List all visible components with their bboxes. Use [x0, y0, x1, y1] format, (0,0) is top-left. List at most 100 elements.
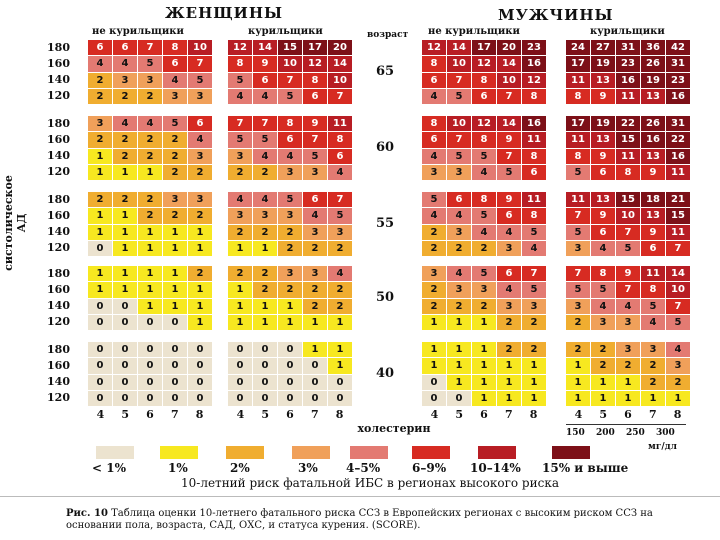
- risk-cell: 9: [253, 56, 277, 72]
- risk-cell: 7: [447, 72, 471, 88]
- risk-cell: 4: [328, 164, 352, 180]
- mgdl-tick: 200: [596, 428, 615, 438]
- risk-cell: 1: [113, 208, 137, 224]
- risk-cell: 0: [113, 298, 137, 314]
- risk-cell: 18: [641, 192, 665, 208]
- cholesterol-tick: 6: [146, 408, 154, 421]
- risk-cell: 7: [566, 266, 590, 282]
- legend-swatch: [96, 446, 134, 459]
- mgdl-tick: 150: [566, 428, 585, 438]
- risk-cell: 0: [278, 342, 302, 358]
- risk-cell: 4: [522, 240, 546, 256]
- risk-cell: 8: [522, 208, 546, 224]
- mgdl-axis-line: [566, 424, 686, 425]
- risk-cell: 16: [616, 72, 640, 88]
- risk-cell: 7: [616, 282, 640, 298]
- legend-label: < 1%: [92, 461, 126, 475]
- risk-cell: 2: [522, 314, 546, 330]
- risk-cell: 3: [303, 164, 327, 180]
- risk-cell: 1: [278, 314, 302, 330]
- age-label-60: 60: [375, 140, 395, 155]
- risk-cell: 0: [278, 358, 302, 374]
- risk-cell: 9: [591, 148, 615, 164]
- sbp-axis-label: систолическое АД: [2, 175, 28, 271]
- risk-cell: 6: [188, 116, 212, 132]
- risk-cell: 1: [641, 390, 665, 406]
- sbp-row-label: 160: [47, 209, 70, 222]
- risk-cell: 6: [163, 56, 187, 72]
- risk-cell: 17: [566, 56, 590, 72]
- risk-cell: 4: [88, 56, 112, 72]
- risk-cell: 1: [253, 314, 277, 330]
- risk-cell: 2: [138, 88, 162, 104]
- risk-cell: 9: [497, 132, 521, 148]
- risk-cell: 0: [113, 374, 137, 390]
- risk-cell: 0: [113, 358, 137, 374]
- risk-cell: 5: [522, 224, 546, 240]
- cholesterol-tick: 6: [480, 408, 488, 421]
- men-nonsmoker-block-65: 12 14 17 20 23 8 10 12 14 16 6 7 8 10 12 4 5 6 7 8: [422, 40, 546, 104]
- men-smoker-block-55: 11 13 15 18 21 7 9 10 13 15 5 6 7 9 11 3 4 5 6 7: [566, 192, 690, 256]
- risk-cell: 2: [163, 164, 187, 180]
- risk-cell: 14: [497, 116, 521, 132]
- mgdl-tick: 250: [626, 428, 645, 438]
- risk-cell: 1: [228, 314, 252, 330]
- sbp-row-label: 120: [47, 165, 70, 178]
- risk-cell: 11: [666, 164, 690, 180]
- risk-cell: 3: [228, 148, 252, 164]
- risk-cell: 6: [113, 40, 137, 56]
- risk-cell: 7: [566, 208, 590, 224]
- risk-cell: 4: [113, 116, 137, 132]
- risk-cell: 0: [88, 240, 112, 256]
- risk-cell: 11: [666, 224, 690, 240]
- women-nonsmoker-block-65: 6 6 7 8 10 4 4 5 6 7 2 3 3 4 5 2 2 2 3 3: [88, 40, 212, 104]
- legend-label: 15% и выше: [542, 461, 629, 475]
- risk-cell: 2: [641, 374, 665, 390]
- risk-cell: 0: [88, 342, 112, 358]
- risk-cell: 2: [278, 282, 302, 298]
- risk-cell: 1: [138, 282, 162, 298]
- risk-cell: 2: [163, 208, 187, 224]
- risk-cell: 11: [566, 72, 590, 88]
- risk-cell: 1: [113, 282, 137, 298]
- risk-cell: 0: [253, 390, 277, 406]
- risk-cell: 1: [566, 390, 590, 406]
- risk-cell: 0: [328, 374, 352, 390]
- risk-cell: 1: [472, 358, 496, 374]
- risk-cell: 0: [163, 358, 187, 374]
- risk-cell: 2: [253, 224, 277, 240]
- risk-cell: 13: [641, 208, 665, 224]
- cholesterol-tick: 7: [170, 408, 179, 421]
- legend-swatch: [226, 446, 264, 459]
- risk-cell: 22: [666, 132, 690, 148]
- cholesterol-tick: 8: [195, 408, 204, 421]
- risk-cell: 2: [228, 266, 252, 282]
- sbp-row-label: 160: [47, 57, 70, 70]
- risk-cell: 12: [472, 116, 496, 132]
- risk-cell: 11: [566, 192, 590, 208]
- risk-cell: 3: [497, 240, 521, 256]
- risk-cell: 15: [616, 132, 640, 148]
- risk-cell: 5: [472, 266, 496, 282]
- risk-cell: 2: [641, 358, 665, 374]
- risk-cell: 1: [188, 240, 212, 256]
- risk-cell: 1: [303, 314, 327, 330]
- risk-cell: 2: [422, 298, 446, 314]
- risk-cell: 2: [303, 240, 327, 256]
- legend-label: 2%: [230, 461, 250, 475]
- sbp-row-label: 120: [47, 89, 70, 102]
- risk-cell: 2: [138, 192, 162, 208]
- risk-cell: 11: [616, 88, 640, 104]
- risk-cell: 12: [472, 56, 496, 72]
- risk-cell: 0: [88, 298, 112, 314]
- risk-cell: 2: [497, 342, 521, 358]
- risk-cell: 36: [641, 40, 665, 56]
- risk-cell: 0: [228, 374, 252, 390]
- risk-cell: 0: [138, 342, 162, 358]
- risk-cell: 1: [228, 282, 252, 298]
- risk-cell: 3: [616, 342, 640, 358]
- sbp-row-label: 160: [47, 359, 70, 372]
